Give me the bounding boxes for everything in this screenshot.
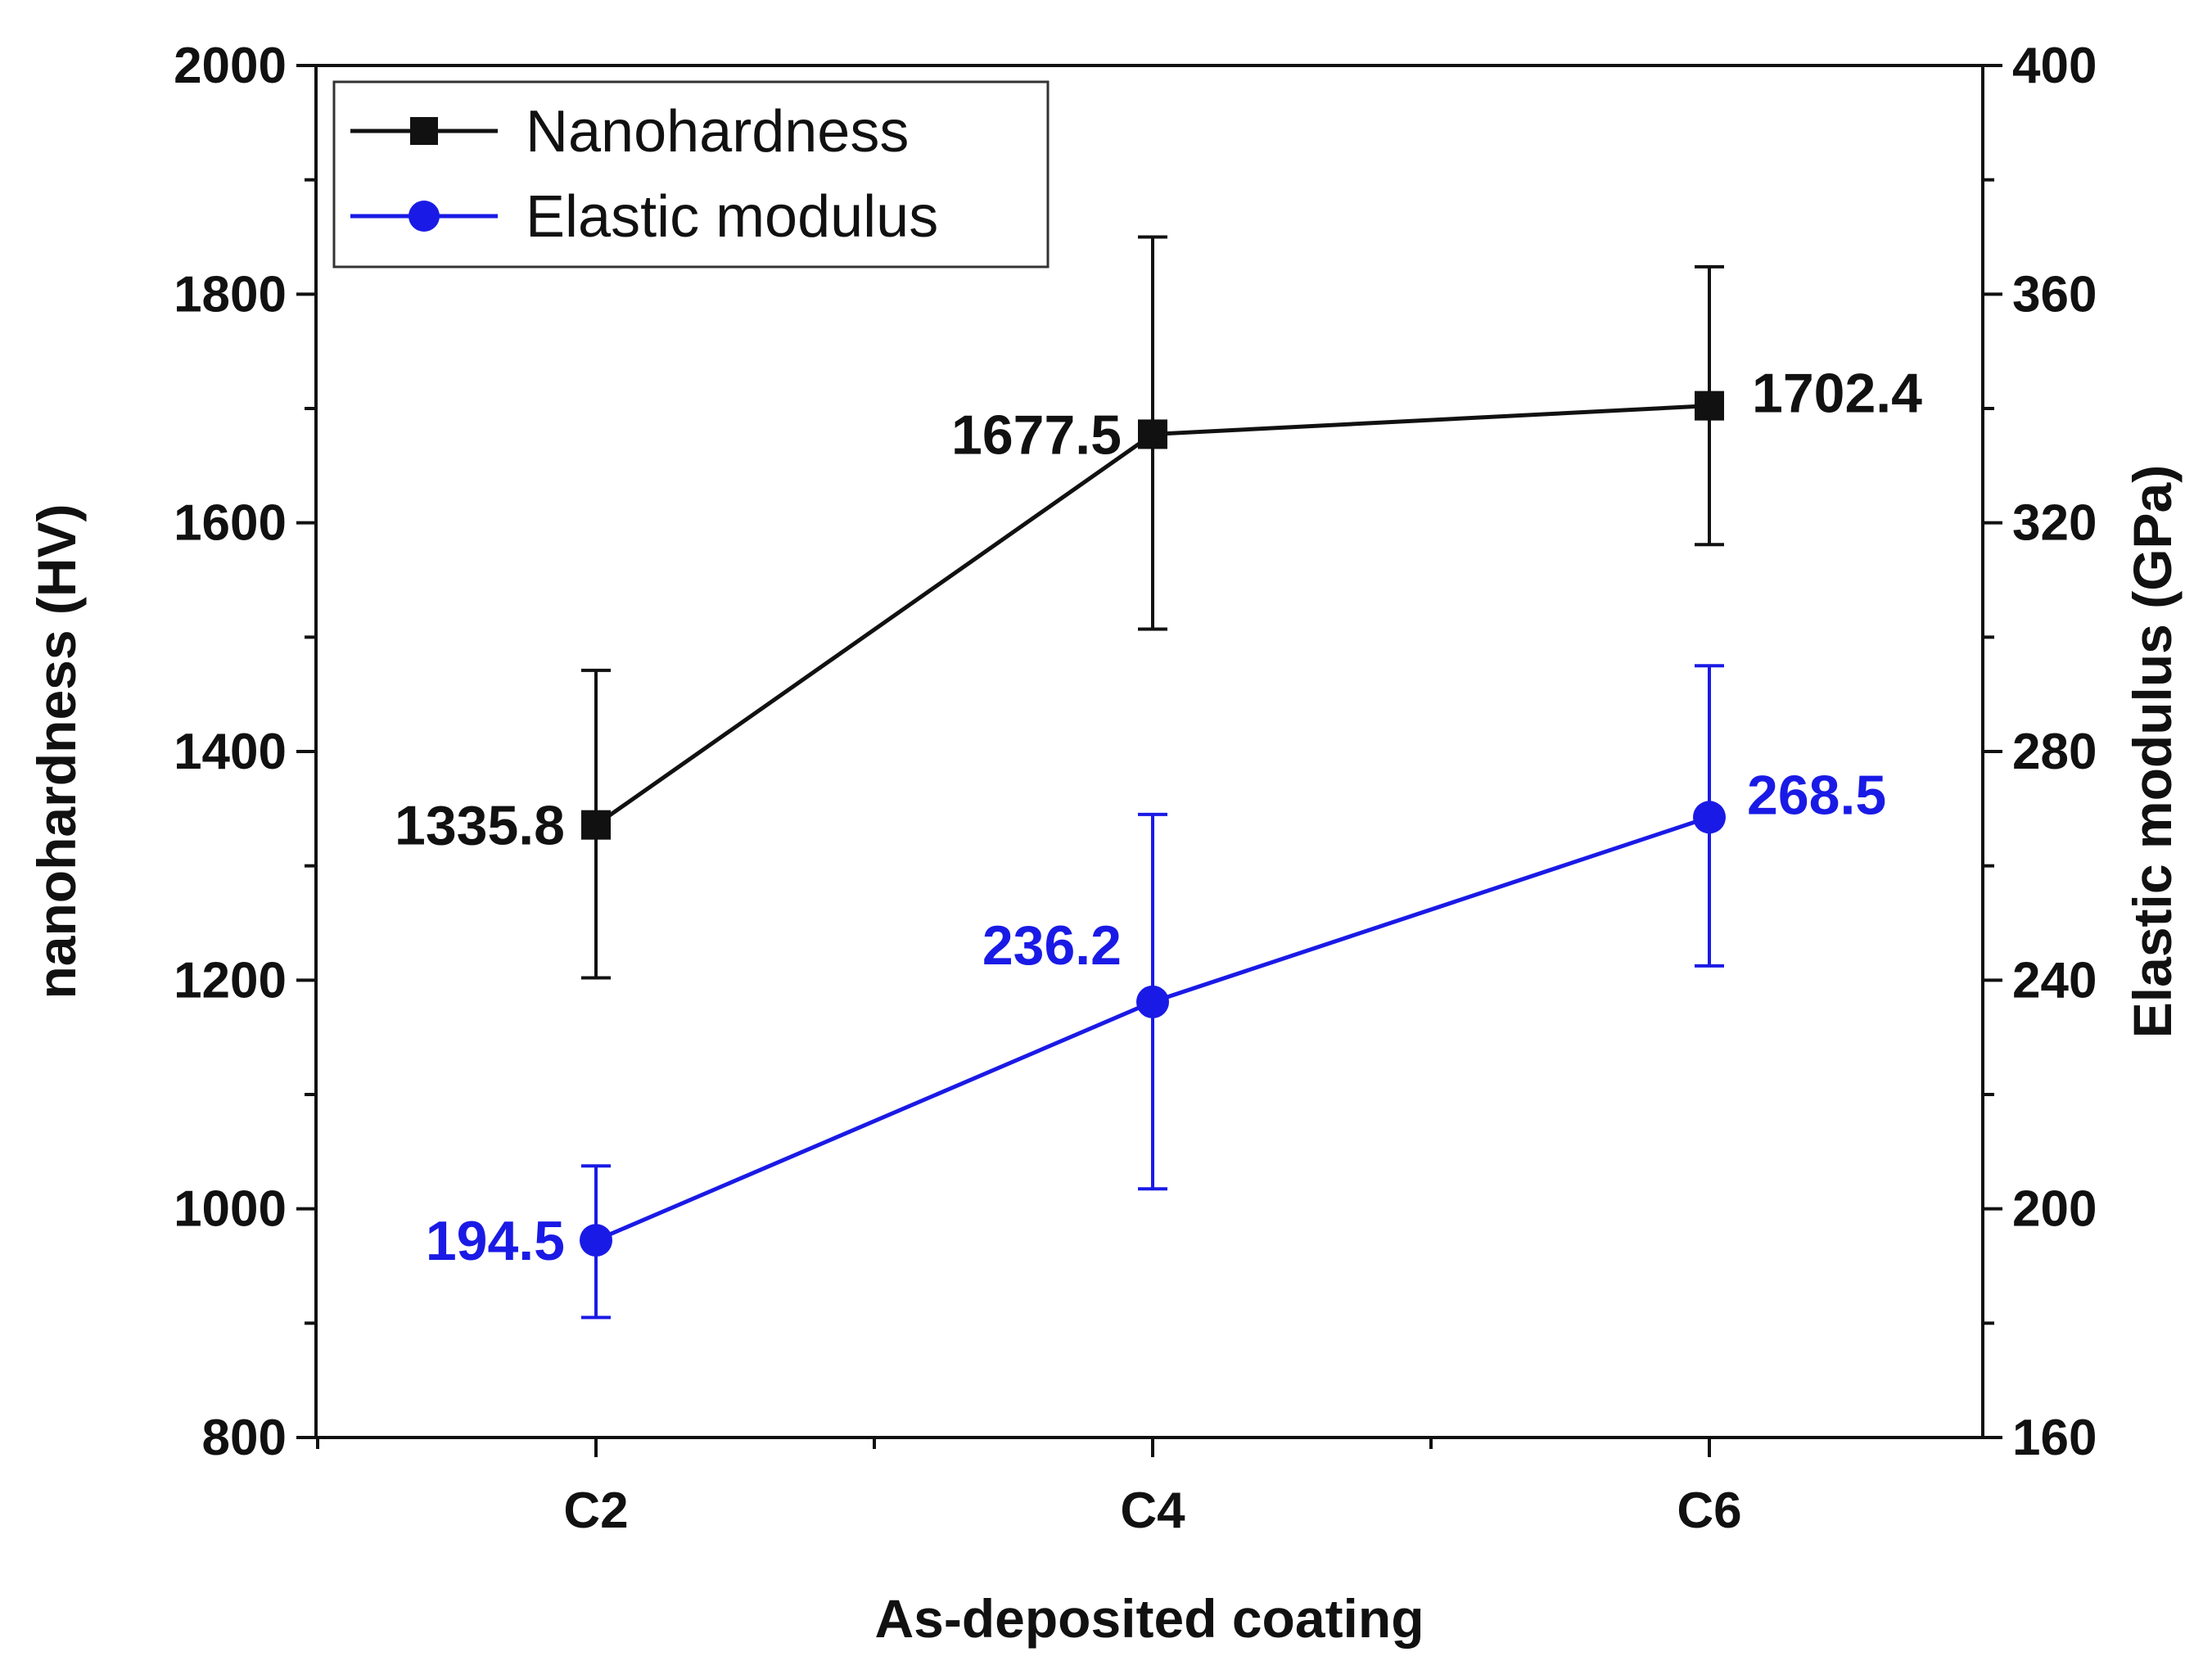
x-tick-label: C2 <box>563 1483 628 1539</box>
data-label: 1702.4 <box>1752 363 1922 425</box>
y-right-tick-label: 280 <box>2012 724 2097 780</box>
legend-marker-nanohardness <box>410 117 438 145</box>
y-left-tick-label: 1800 <box>174 266 287 323</box>
series-elastic-modulus: 194.5 236.2 268.5 <box>426 664 1886 1320</box>
data-point-circle <box>1136 985 1169 1018</box>
y-left-tick-label: 800 <box>202 1410 287 1466</box>
x-tick-label: C4 <box>1120 1483 1185 1539</box>
legend: Nanohardness Elastic modulus <box>332 80 1050 269</box>
data-label: 1335.8 <box>395 795 565 857</box>
x-axis-title: As-deposited coating <box>874 1588 1424 1649</box>
y-right-tick-label: 160 <box>2012 1410 2097 1466</box>
series-nanohardness: 1335.8 1677.5 1702.4 <box>395 235 1922 980</box>
data-label: 236.2 <box>982 914 1122 977</box>
y-left-tick-label: 1400 <box>174 724 287 780</box>
y-right-tick-label: 400 <box>2012 38 2097 94</box>
y-left-tick-label: 1200 <box>174 952 287 1009</box>
y-left-tick-label: 2000 <box>174 38 287 94</box>
legend-label-elastic-modulus: Elastic modulus <box>526 184 938 250</box>
y-left-tick-label: 1000 <box>174 1181 287 1238</box>
axes: 800 1000 1200 1400 1600 1800 2000 160 200 240 280 3… <box>174 38 2097 1539</box>
data-label: 1677.5 <box>951 404 1122 466</box>
series: 1335.8 1677.5 1702.4 194.5 236.2 268.5 <box>395 235 1922 1320</box>
data-point-circle <box>1693 801 1726 834</box>
y-right-tick-label: 200 <box>2012 1181 2097 1238</box>
y-right-axis-title: Elastic modulus (GPa) <box>2122 465 2183 1038</box>
y-right-tick-label: 320 <box>2012 495 2097 552</box>
legend-label-nanohardness: Nanohardness <box>526 99 909 165</box>
data-point-square <box>581 810 611 840</box>
data-point-circle <box>580 1224 612 1257</box>
legend-marker-elastic-modulus <box>409 201 440 232</box>
data-label: 194.5 <box>426 1210 565 1272</box>
y-left-tick-label: 1600 <box>174 495 287 552</box>
data-label: 268.5 <box>1747 764 1886 826</box>
data-point-square <box>1138 419 1167 449</box>
y-right-tick-label: 240 <box>2012 952 2097 1009</box>
legend-box <box>332 80 1050 269</box>
y-left-axis-title: nanohardness (HV) <box>26 503 87 999</box>
plot-frame <box>314 64 1984 1439</box>
x-tick-label: C6 <box>1677 1483 1741 1539</box>
data-point-square <box>1695 390 1724 421</box>
y-right-tick-label: 360 <box>2012 266 2097 323</box>
